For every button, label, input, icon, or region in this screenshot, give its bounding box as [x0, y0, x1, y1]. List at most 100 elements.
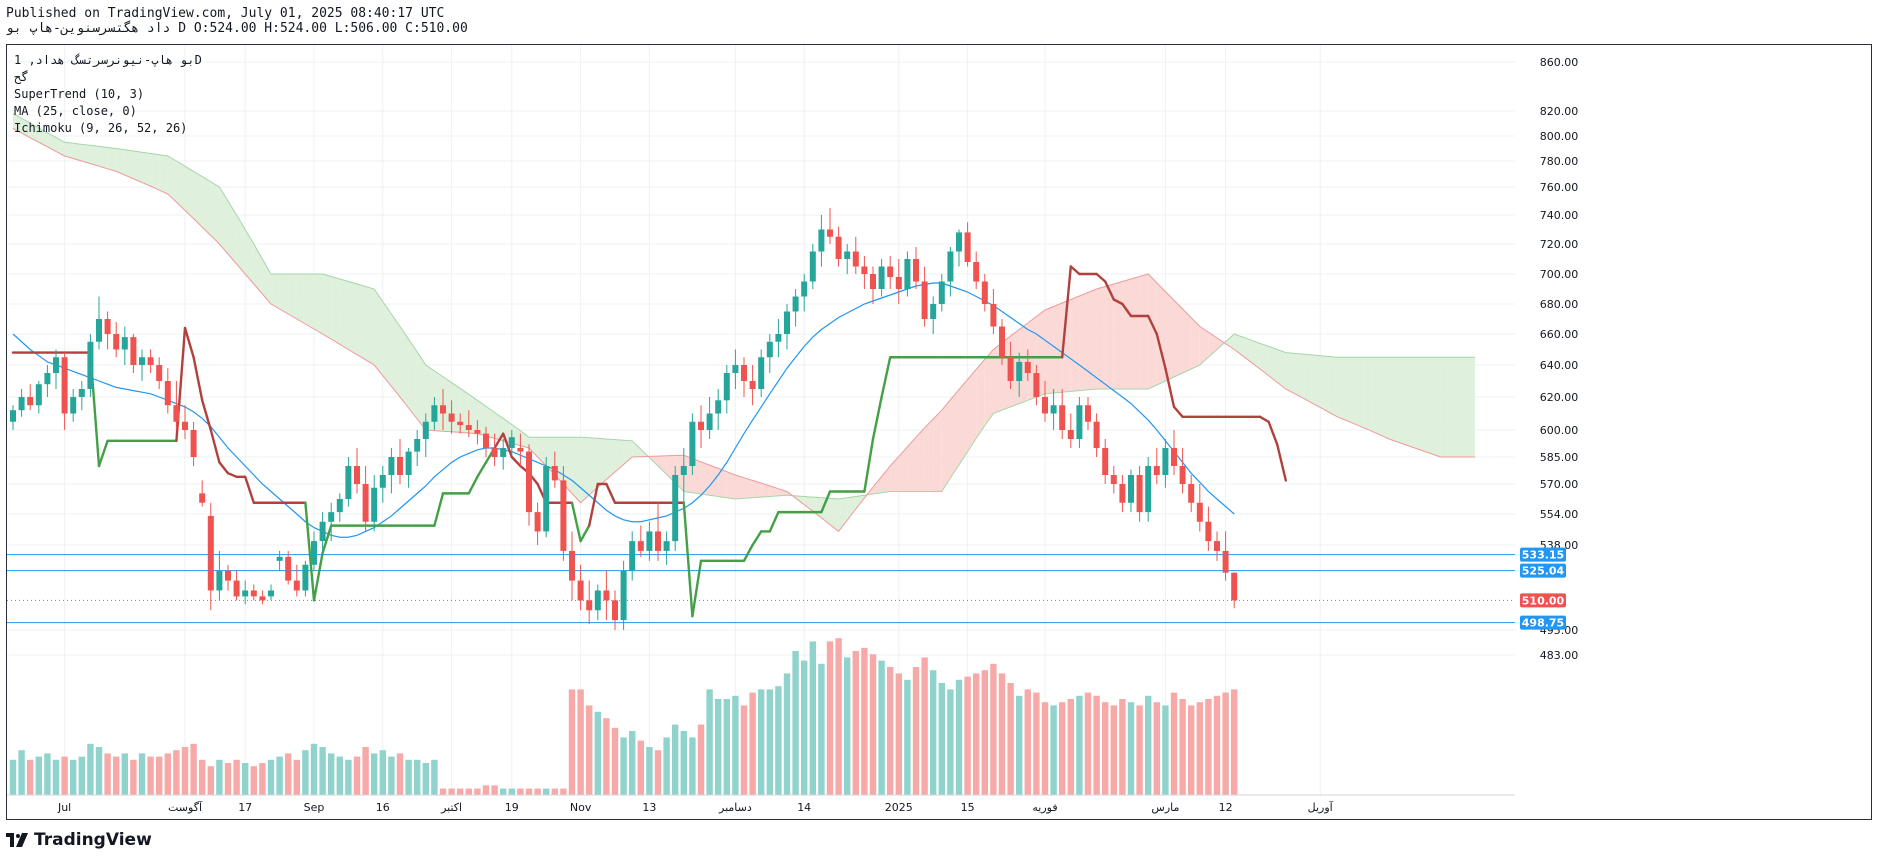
ichimoku-cloud-segment	[1088, 289, 1097, 390]
price-axis-tick: 800.00	[1540, 130, 1579, 143]
volume-bar	[835, 638, 842, 795]
volume-bar	[525, 788, 533, 795]
volume-bar	[250, 766, 257, 795]
ichimoku-cloud-segment	[322, 274, 332, 340]
candle-body	[104, 319, 111, 334]
supertrend-segment	[218, 461, 230, 475]
published-line: Published on TradingView.com, July 01, 2…	[6, 6, 445, 21]
ichimoku-cloud-segment	[1449, 357, 1458, 457]
candle-body	[388, 457, 395, 475]
volume-bar	[1007, 683, 1014, 795]
candle-body	[302, 564, 309, 591]
legend-ma[interactable]: MA (25, close, 0)	[14, 104, 137, 118]
volume-bar	[594, 711, 601, 795]
volume-bar	[138, 753, 146, 795]
supertrend-segment	[742, 543, 754, 563]
candle-body	[947, 251, 954, 282]
supertrend-segment	[682, 501, 694, 618]
candle-body	[233, 580, 240, 597]
ichimoku-cloud-segment	[1242, 337, 1252, 363]
legend-supertrend[interactable]: SuperTrend (10, 3)	[14, 87, 145, 101]
ichimoku-cloud-segment	[1217, 337, 1226, 350]
candle-body	[1222, 550, 1229, 573]
tradingview-logo-icon	[6, 833, 28, 847]
candle-body	[414, 439, 421, 452]
candle-body	[560, 480, 567, 551]
volume-bar	[792, 651, 799, 795]
ichimoku-cloud-segment	[1148, 274, 1157, 389]
price-axis-tick: 760.00	[1540, 181, 1579, 194]
candle-body	[10, 410, 16, 422]
volume-bar	[586, 705, 593, 795]
ichimoku-cloud-segment	[589, 437, 598, 495]
candle-body	[543, 466, 550, 532]
ichimoku-cloud-segment	[305, 274, 314, 329]
volume-bar	[1093, 695, 1100, 795]
price-axis-background	[1515, 45, 1871, 819]
ichimoku-cloud-segment	[210, 181, 220, 244]
supertrend-segment	[1155, 332, 1167, 370]
ichimoku-cloud-segment	[546, 437, 555, 475]
ichimoku-cloud-segment	[1414, 357, 1424, 451]
supertrend-segment	[1103, 280, 1116, 301]
last-price-label-bg	[1520, 593, 1566, 608]
candle-body	[465, 425, 472, 430]
candle-body	[990, 304, 997, 327]
ichimoku-cloud-segment	[1440, 357, 1450, 457]
ichimoku-cloud-segment	[890, 456, 899, 492]
ichimoku-cloud-segment	[133, 151, 142, 183]
volume-bar	[276, 756, 283, 795]
candle-body	[96, 319, 102, 342]
candle-body	[861, 266, 868, 274]
candle-body	[672, 475, 679, 542]
ichimoku-cloud-segment	[56, 137, 65, 156]
ichimoku-cloud-segment	[1285, 352, 1295, 394]
legend-ichimoku[interactable]: Ichimoku (9, 26, 52, 26)	[14, 121, 188, 135]
volume-bar	[371, 753, 378, 795]
supertrend-segment	[1112, 298, 1124, 306]
candle-body	[569, 550, 575, 581]
candle-body	[1136, 475, 1143, 513]
candle-body	[431, 405, 438, 422]
chart-frame[interactable]: 483.00 495.00 538.00 554.00 570.00 585.00 600.…	[6, 44, 1872, 820]
ichimoku-cloud-segment	[1139, 274, 1149, 389]
candle-body	[35, 384, 42, 406]
ichimoku-cloud-segment	[924, 419, 934, 492]
price-chart[interactable]: 483.00495.00538.00554.00570.00585.00600.…	[7, 45, 1871, 819]
indicator-legend: بو هاپ-نیونرسرتسگ هداد, 1D گح SuperTrend…	[14, 52, 202, 137]
supertrend-segment	[502, 432, 513, 459]
supertrend-segment	[751, 530, 763, 547]
ichimoku-cloud-segment	[434, 370, 443, 432]
ichimoku-cloud-segment	[107, 147, 117, 172]
ichimoku-cloud-segment	[142, 152, 151, 187]
candle-body	[422, 421, 429, 439]
volume-bar	[1162, 705, 1169, 795]
ichimoku-cloud-segment	[167, 156, 177, 203]
supertrend-segment	[588, 482, 599, 527]
volume-bar	[844, 657, 851, 795]
candle-body	[53, 357, 59, 373]
volume-bar	[801, 660, 808, 795]
ichimoku-cloud-segment	[417, 352, 426, 430]
ichimoku-cloud-segment	[976, 359, 985, 439]
volume-bar	[732, 695, 739, 795]
volume-bar	[912, 667, 920, 795]
candle-body	[1024, 361, 1031, 373]
volume-bar	[878, 660, 885, 795]
ichimoku-cloud-segment	[1225, 334, 1235, 350]
candle-body	[190, 430, 197, 457]
ichimoku-cloud-segment	[916, 427, 925, 492]
ichimoku-cloud-segment	[494, 412, 504, 441]
candle-body	[913, 259, 919, 282]
price-axis-tick: 820.00	[1540, 105, 1579, 118]
candle-body	[1214, 541, 1220, 551]
supertrend-segment	[97, 439, 109, 468]
candle-body	[706, 413, 713, 430]
ichimoku-cloud-segment	[529, 437, 538, 457]
candle-body	[723, 373, 730, 401]
ichimoku-cloud-segment	[658, 455, 667, 475]
candle-body	[956, 232, 962, 252]
candle-body	[182, 421, 188, 430]
ichimoku-cloud-segment	[769, 485, 779, 497]
volume-bar	[388, 756, 395, 795]
